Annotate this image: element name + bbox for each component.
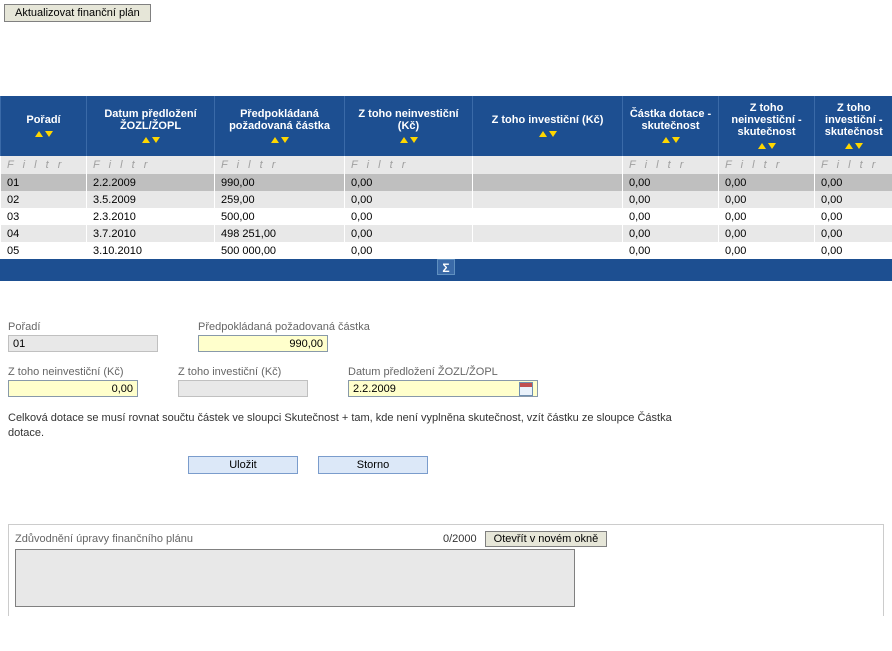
table-cell: 0,00	[345, 191, 473, 208]
save-button[interactable]: Uložit	[188, 456, 298, 474]
table-cell: 3.5.2009	[87, 191, 215, 208]
table-cell: 500 000,00	[215, 242, 345, 259]
col-header-neinvesticni[interactable]: Z toho neinvestiční (Kč)	[345, 96, 473, 156]
table-cell: 0,00	[345, 225, 473, 242]
table-cell: 01	[1, 174, 87, 191]
table-cell: 0,00	[815, 174, 892, 191]
investicni-input	[178, 380, 308, 397]
table-cell: 02	[1, 191, 87, 208]
update-plan-button[interactable]: Aktualizovat finanční plán	[4, 4, 151, 22]
sort-arrows-icon[interactable]	[627, 134, 714, 146]
filter-cell-poradi[interactable]: F i l t r	[1, 156, 87, 174]
sigma-icon[interactable]: Σ	[437, 259, 455, 275]
table-cell: 0,00	[345, 174, 473, 191]
table-row[interactable]: 032.3.2010500,000,000,000,000,00	[1, 208, 892, 225]
table-row[interactable]: 053.10.2010500 000,000,000,000,000,00	[1, 242, 892, 259]
table-cell: 0,00	[815, 225, 892, 242]
table-cell: 2.2.2009	[87, 174, 215, 191]
reason-counter: 0/2000	[443, 533, 477, 545]
predpokladana-input[interactable]	[198, 335, 328, 352]
col-header-datum[interactable]: Datum předložení ŽOZL/ŽOPL	[87, 96, 215, 156]
table-cell: 3.10.2010	[87, 242, 215, 259]
table-cell: 500,00	[215, 208, 345, 225]
col-header-castka_skut[interactable]: Částka dotace - skutečnost	[623, 96, 719, 156]
filter-cell-neinvesticni[interactable]: F i l t r	[345, 156, 473, 174]
table-cell: 498 251,00	[215, 225, 345, 242]
sort-arrows-icon[interactable]	[349, 134, 468, 146]
table-cell: 0,00	[719, 242, 815, 259]
note-text: Celková dotace se musí rovnat součtu čás…	[8, 411, 688, 442]
table-cell: 0,00	[719, 208, 815, 225]
poradi-label: Pořadí	[8, 321, 158, 333]
table-cell	[473, 242, 623, 259]
sort-arrows-icon[interactable]	[91, 134, 210, 146]
datum-input[interactable]: 2.2.2009	[348, 380, 538, 397]
col-header-poradi[interactable]: Pořadí	[1, 96, 87, 156]
sort-arrows-icon[interactable]	[477, 128, 618, 140]
table-cell: 0,00	[623, 174, 719, 191]
table-cell	[473, 174, 623, 191]
table-cell: 0,00	[623, 242, 719, 259]
reason-label: Zdůvodnění úpravy finančního plánu	[15, 533, 435, 545]
table-cell: 03	[1, 208, 87, 225]
table-cell: 990,00	[215, 174, 345, 191]
filter-cell-investicni[interactable]	[473, 156, 623, 174]
neinvesticni-label: Z toho neinvestiční (Kč)	[8, 366, 138, 378]
table-cell: 05	[1, 242, 87, 259]
table-cell: 0,00	[345, 208, 473, 225]
sort-arrows-icon[interactable]	[819, 140, 889, 152]
sort-arrows-icon[interactable]	[5, 128, 82, 140]
poradi-input	[8, 335, 158, 352]
reason-panel: Zdůvodnění úpravy finančního plánu 0/200…	[8, 524, 884, 616]
table-cell	[473, 191, 623, 208]
investicni-label: Z toho investiční (Kč)	[178, 366, 308, 378]
sort-arrows-icon[interactable]	[723, 140, 810, 152]
col-header-predpokladana[interactable]: Předpokládaná požadovaná částka	[215, 96, 345, 156]
predpokladana-label: Předpokládaná požadovaná částka	[198, 321, 370, 333]
table-cell	[473, 225, 623, 242]
table-cell: 259,00	[215, 191, 345, 208]
table-cell: 0,00	[719, 174, 815, 191]
table-cell: 04	[1, 225, 87, 242]
spacer	[0, 26, 892, 96]
col-header-inv_skut[interactable]: Z toho investiční - skutečnost	[815, 96, 892, 156]
col-header-investicni[interactable]: Z toho investiční (Kč)	[473, 96, 623, 156]
filter-cell-castka_skut[interactable]: F i l t r	[623, 156, 719, 174]
table-row[interactable]: 023.5.2009259,000,000,000,000,00	[1, 191, 892, 208]
datum-value: 2.2.2009	[353, 383, 396, 395]
table-cell: 0,00	[623, 208, 719, 225]
filter-cell-datum[interactable]: F i l t r	[87, 156, 215, 174]
table-cell	[473, 208, 623, 225]
table-cell: 0,00	[815, 191, 892, 208]
sort-arrows-icon[interactable]	[219, 134, 340, 146]
table-cell: 0,00	[623, 191, 719, 208]
finance-grid: PořadíDatum předložení ŽOZL/ŽOPLPředpokl…	[0, 96, 892, 259]
table-cell: 0,00	[345, 242, 473, 259]
table-row[interactable]: 043.7.2010498 251,000,000,000,000,00	[1, 225, 892, 242]
table-cell: 0,00	[719, 191, 815, 208]
datum-label: Datum předložení ŽOZL/ŽOPL	[348, 366, 538, 378]
open-new-window-button[interactable]: Otevřít v novém okně	[485, 531, 608, 547]
filter-cell-inv_skut[interactable]: F i l t r	[815, 156, 892, 174]
col-header-neinv_skut[interactable]: Z toho neinvestiční - skutečnost	[719, 96, 815, 156]
filter-cell-neinv_skut[interactable]: F i l t r	[719, 156, 815, 174]
sum-row: Σ	[0, 259, 892, 281]
table-cell: 3.7.2010	[87, 225, 215, 242]
neinvesticni-input[interactable]	[8, 380, 138, 397]
filter-cell-predpokladana[interactable]: F i l t r	[215, 156, 345, 174]
detail-form: Pořadí Předpokládaná požadovaná částka Z…	[0, 281, 892, 484]
table-row[interactable]: 012.2.2009990,000,000,000,000,00	[1, 174, 892, 191]
table-cell: 0,00	[719, 225, 815, 242]
table-cell: 0,00	[815, 242, 892, 259]
table-cell: 2.3.2010	[87, 208, 215, 225]
table-cell: 0,00	[623, 225, 719, 242]
cancel-button[interactable]: Storno	[318, 456, 428, 474]
table-cell: 0,00	[815, 208, 892, 225]
reason-textarea[interactable]	[15, 549, 575, 607]
calendar-icon[interactable]	[519, 382, 533, 396]
